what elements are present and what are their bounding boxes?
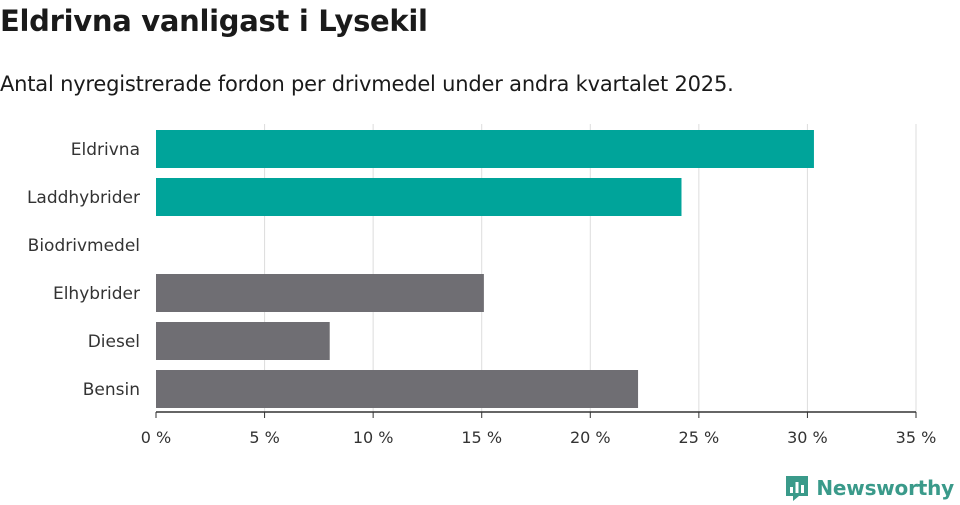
bar-laddhybrider <box>156 178 682 216</box>
chart-subtitle: Antal nyregistrerade fordon per drivmede… <box>0 72 734 96</box>
newsworthy-logo-icon <box>786 476 809 501</box>
chart-title: Eldrivna vanligast i Lysekil <box>0 4 428 38</box>
x-tick-label: 30 % <box>787 428 828 447</box>
x-axis: 0 % 5 % 10 % 15 % 20 % 25 % 30 % 35 % <box>141 411 937 447</box>
x-tick-label: 0 % <box>141 428 171 447</box>
category-label: Laddhybrider <box>27 188 140 208</box>
bar-elhybrider <box>156 274 484 312</box>
x-tick-label: 20 % <box>570 428 611 447</box>
newsworthy-logo: Newsworthy <box>784 474 954 502</box>
bar-chart: Eldrivna Laddhybrider Biodrivmedel Elhybrid… <box>27 124 937 447</box>
x-tick-label: 5 % <box>249 428 279 447</box>
brand-name: Newsworthy <box>816 476 954 500</box>
category-label: Elhybrider <box>53 284 140 304</box>
x-tick-label: 35 % <box>896 428 937 447</box>
bars <box>156 130 814 408</box>
category-label: Bensin <box>83 380 140 400</box>
category-label: Diesel <box>88 332 140 352</box>
category-label: Biodrivmedel <box>28 236 140 256</box>
x-tick-label: 15 % <box>461 428 502 447</box>
grid-lines <box>264 124 917 412</box>
category-label: Eldrivna <box>71 140 140 160</box>
bar-bensin <box>156 370 639 408</box>
bar-diesel <box>156 322 330 360</box>
x-tick-label: 25 % <box>679 428 720 447</box>
category-labels: Eldrivna Laddhybrider Biodrivmedel Elhybrid… <box>27 140 140 400</box>
x-tick-label: 10 % <box>353 428 394 447</box>
bar-eldrivna <box>156 130 814 168</box>
